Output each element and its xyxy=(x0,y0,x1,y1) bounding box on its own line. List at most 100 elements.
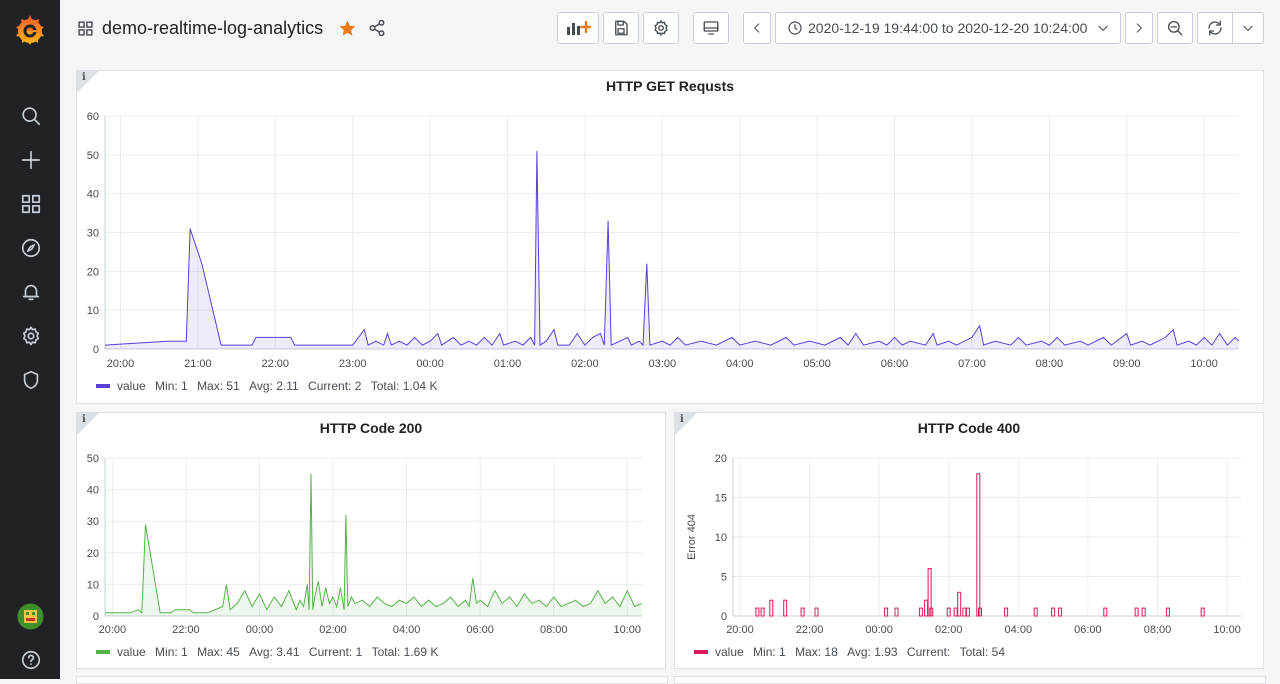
bar[interactable] xyxy=(924,599,929,617)
view-mode-button[interactable] xyxy=(693,12,729,44)
plus-icon[interactable] xyxy=(18,147,44,173)
bar[interactable] xyxy=(976,473,981,617)
chart-http-get: 0 10 20 30 40 50 60 20:00 21:00 22:00 23:00 00:00 01… xyxy=(87,111,1240,370)
x-tick-label: 22:00 xyxy=(172,624,200,636)
bar[interactable] xyxy=(953,607,958,617)
search-icon[interactable] xyxy=(18,103,44,129)
bar[interactable] xyxy=(929,607,934,617)
bar[interactable] xyxy=(783,599,788,617)
x-tick-label: 01:00 xyxy=(494,358,522,370)
bar[interactable] xyxy=(1004,607,1009,617)
legend-avg: Avg: 1.93 xyxy=(847,645,898,659)
dashboards-icon[interactable] xyxy=(18,191,44,217)
dashboard-grid-icon[interactable] xyxy=(77,20,94,37)
info-icon[interactable]: i xyxy=(82,414,86,425)
bar[interactable] xyxy=(946,607,951,617)
x-tick-label: 21:00 xyxy=(184,358,212,370)
panel-title[interactable]: HTTP Code 200 xyxy=(319,420,423,436)
panel-info-corner[interactable] xyxy=(77,413,99,435)
help-icon[interactable] xyxy=(18,647,44,673)
star-icon[interactable] xyxy=(338,19,357,38)
y-tick-label: 20 xyxy=(715,453,727,465)
x-tick-label: 05:00 xyxy=(803,358,831,370)
legend-swatch[interactable] xyxy=(96,383,110,388)
y-tick-label: 5 xyxy=(721,572,727,584)
x-tick-label: 20:00 xyxy=(107,358,135,370)
bar[interactable] xyxy=(884,607,889,617)
x-tick-label: 07:00 xyxy=(958,358,986,370)
legend-series-name[interactable]: value xyxy=(117,379,146,393)
refresh-button[interactable] xyxy=(1197,12,1233,44)
legend-series-name[interactable]: value xyxy=(117,645,146,659)
bar[interactable] xyxy=(918,607,923,617)
x-tick-label: 02:00 xyxy=(571,358,599,370)
shield-icon[interactable] xyxy=(18,367,44,393)
bar[interactable] xyxy=(978,607,982,617)
bar[interactable] xyxy=(1134,607,1139,617)
bar[interactable] xyxy=(1103,607,1108,617)
bar[interactable] xyxy=(1141,607,1146,617)
y-tick-label: 30 xyxy=(87,228,99,240)
time-back-button[interactable] xyxy=(743,12,771,44)
zoom-out-button[interactable] xyxy=(1157,12,1193,44)
bar[interactable] xyxy=(962,607,967,617)
info-icon[interactable]: i xyxy=(680,414,684,425)
y-tick-label: 40 xyxy=(87,485,99,497)
bell-icon[interactable] xyxy=(18,279,44,305)
gear-icon[interactable] xyxy=(18,323,44,349)
bar[interactable] xyxy=(957,591,962,617)
bar[interactable] xyxy=(1058,607,1063,617)
panel-info-corner[interactable] xyxy=(675,413,697,435)
panel-http-code-200: i HTTP Code 200 0 10 20 30 40 50 20:00 22:00 00:… xyxy=(76,412,666,669)
legend: value Min: 1 Max: 45 Avg: 3.41 Current: … xyxy=(96,645,438,659)
x-tick-label: 22:00 xyxy=(262,358,290,370)
legend-min: Min: 1 xyxy=(753,645,786,659)
bar[interactable] xyxy=(965,607,970,617)
legend-swatch[interactable] xyxy=(694,649,708,654)
bar[interactable] xyxy=(760,607,765,617)
bar[interactable] xyxy=(1033,607,1038,617)
bar[interactable] xyxy=(800,607,805,617)
bar[interactable] xyxy=(1200,607,1205,617)
x-tick-label: 03:00 xyxy=(649,358,677,370)
compass-icon[interactable] xyxy=(18,235,44,261)
series-line[interactable] xyxy=(105,473,643,614)
y-tick-label: 0 xyxy=(93,611,99,623)
time-range-picker[interactable]: 2020-12-19 19:44:00 to 2020-12-20 10:24:… xyxy=(775,12,1121,44)
x-tick-label: 22:00 xyxy=(796,624,824,636)
bar[interactable] xyxy=(769,599,774,617)
panel-title[interactable]: HTTP GET Requsts xyxy=(605,78,735,94)
bar[interactable] xyxy=(894,607,899,617)
legend-total: Total: 54 xyxy=(959,645,1005,659)
time-forward-button[interactable] xyxy=(1125,12,1153,44)
grafana-logo-icon[interactable] xyxy=(13,13,47,47)
y-tick-label: 20 xyxy=(87,266,99,278)
refresh-interval-dropdown[interactable] xyxy=(1232,12,1264,44)
x-tick-label: 02:00 xyxy=(935,624,963,636)
y-tick-label: 10 xyxy=(87,305,99,317)
legend: value Min: 1 Max: 18 Avg: 1.93 Current: … xyxy=(694,645,1005,659)
x-tick-label: 10:00 xyxy=(614,624,642,636)
y-tick-label: 15 xyxy=(715,493,727,505)
settings-button[interactable] xyxy=(643,12,679,44)
series-line[interactable] xyxy=(104,150,1240,347)
y-tick-label: 50 xyxy=(87,453,99,465)
panel-info-corner[interactable] xyxy=(77,71,99,93)
bar[interactable] xyxy=(1165,607,1170,617)
info-icon[interactable]: i xyxy=(82,72,86,83)
panel-http-code-400: i HTTP Code 400 0 5 10 15 20 20:00 22:00 00:00 0… xyxy=(674,412,1264,669)
clock-icon xyxy=(788,21,802,35)
x-tick-label: 06:00 xyxy=(466,624,494,636)
panel-title[interactable]: HTTP Code 400 xyxy=(917,420,1021,436)
add-panel-button[interactable] xyxy=(557,12,599,44)
avatar[interactable] xyxy=(17,603,44,630)
bar[interactable] xyxy=(814,607,819,617)
share-icon[interactable] xyxy=(368,19,386,37)
save-button[interactable] xyxy=(603,12,639,44)
bar[interactable] xyxy=(1051,607,1056,617)
legend-series-name[interactable]: value xyxy=(715,645,744,659)
legend-swatch[interactable] xyxy=(96,649,110,654)
page-title[interactable]: demo-realtime-log-analytics xyxy=(102,18,324,38)
x-tick-label: 02:00 xyxy=(319,624,347,636)
bar[interactable] xyxy=(755,607,760,617)
